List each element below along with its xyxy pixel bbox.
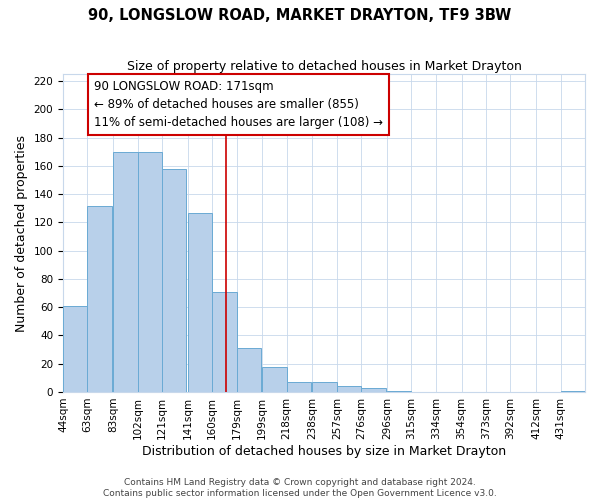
Bar — [236, 348, 261, 392]
Text: Contains HM Land Registry data © Crown copyright and database right 2024.
Contai: Contains HM Land Registry data © Crown c… — [103, 478, 497, 498]
Bar — [162, 169, 187, 392]
Text: 90, LONGSLOW ROAD, MARKET DRAYTON, TF9 3BW: 90, LONGSLOW ROAD, MARKET DRAYTON, TF9 3… — [88, 8, 512, 22]
Bar — [313, 382, 337, 392]
Bar — [212, 292, 236, 392]
Bar — [113, 152, 137, 392]
Bar — [63, 306, 88, 392]
Text: 90 LONGSLOW ROAD: 171sqm
← 89% of detached houses are smaller (855)
11% of semi-: 90 LONGSLOW ROAD: 171sqm ← 89% of detach… — [94, 80, 383, 129]
Bar — [88, 206, 112, 392]
Bar — [137, 152, 162, 392]
Bar — [387, 390, 412, 392]
Bar — [337, 386, 361, 392]
Title: Size of property relative to detached houses in Market Drayton: Size of property relative to detached ho… — [127, 60, 521, 73]
Bar — [361, 388, 386, 392]
Bar — [262, 366, 287, 392]
Y-axis label: Number of detached properties: Number of detached properties — [15, 134, 28, 332]
Bar — [287, 382, 311, 392]
X-axis label: Distribution of detached houses by size in Market Drayton: Distribution of detached houses by size … — [142, 444, 506, 458]
Bar — [560, 390, 585, 392]
Bar — [188, 212, 212, 392]
